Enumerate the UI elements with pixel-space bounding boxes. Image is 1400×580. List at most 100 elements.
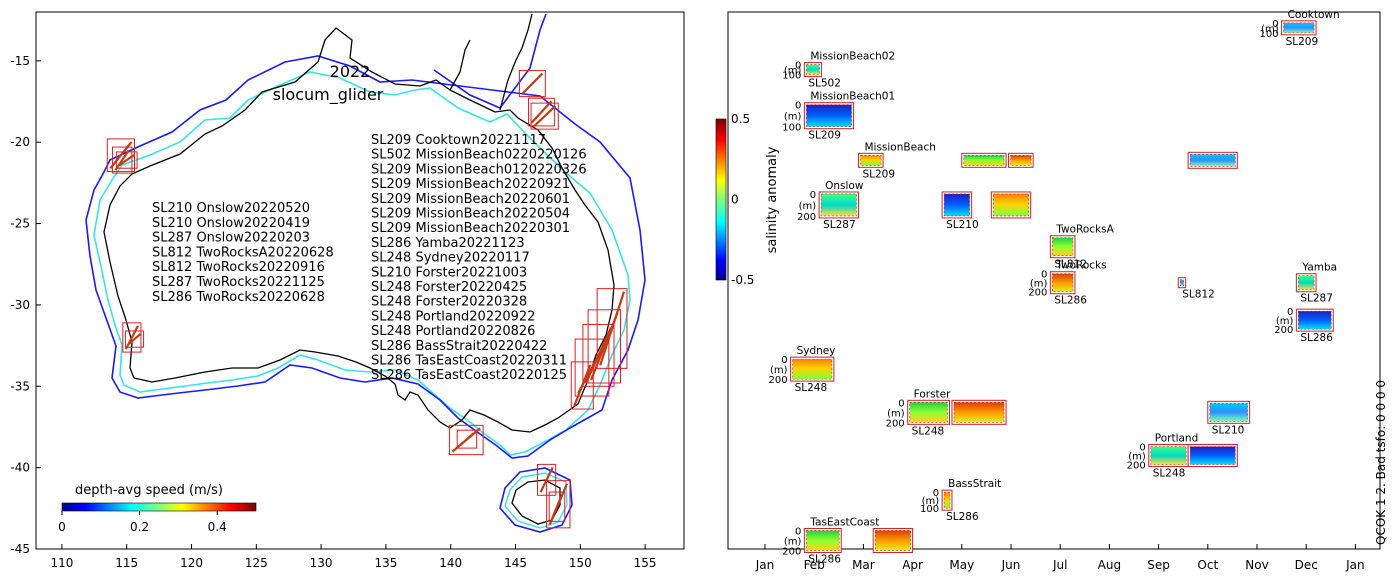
glider-track [459,432,475,446]
map-y-tick-label: -20 [10,135,30,149]
glider-panel: Portland SL248 0(m)200 [1127,433,1199,480]
salinity-colorbar-tick-label: 0.5 [731,112,750,126]
panel-glider-label: SL286 [808,553,841,565]
deployment-box [124,330,145,348]
panel-frame [857,152,884,168]
salinity-section [963,155,1005,166]
east-deployment-entry: SL209 MissionBeach20220504 [371,207,570,222]
panel-site-label: TwoRocksA [1055,224,1114,236]
panel-frame [1049,271,1076,295]
panel-site-label: TwoRocks [1055,260,1106,272]
salinity-section [993,193,1029,216]
west-deployment-entry: SL287 Onslow20220203 [152,231,310,246]
salinity-section [806,530,840,551]
qc-side-note: QCOK 1 2. Bad tsfo: 0 0 0 0 [1374,380,1388,545]
panel-frame [941,191,973,219]
east-deployment-entry: SL209 MissionBeach20220921 [371,177,570,192]
panel-dashed-frame [806,104,852,127]
panel-frame [872,527,914,553]
panel-frame [1049,235,1076,259]
month-tick-label: Jul [1052,558,1067,572]
glider-panel [961,152,1007,168]
glider-panel: SL286 0(m)200 [1274,307,1334,344]
panel-frame [951,399,1007,425]
west-deployment-entry: SL286 TwoRocks20220628 [152,290,325,305]
glider-panel [990,191,1032,219]
map-x-tick-label: 140 [439,556,462,570]
month-tick-label: Oct [1197,558,1218,572]
salinity-section [1180,279,1184,286]
panel-frame [961,152,1007,168]
depth-max-label: 100 [920,504,939,515]
glider-panel: TwoRocks SL286 0(m)200 [1028,260,1106,307]
timeline-panel: Jan Feb Mar Apr May Jun Jul Aug Sep Oct Nov Dec Jan … [715,9,1388,572]
panel-dashed-frame [1189,446,1236,465]
map-y-tick-label: -45 [10,542,30,556]
depth-max-label: 100 [782,123,801,134]
salinity-section [1052,237,1073,256]
panel-frame [1187,444,1238,468]
depth-unit-label: (m) [1261,24,1279,35]
glider-track [539,466,554,493]
map-x-tick-label: 135 [374,556,397,570]
panel-glider-label: SL209 [862,168,895,180]
panel-site-label: TasEastCoast [809,516,879,528]
panel-dashed-frame [1052,273,1074,293]
panel-glider-label: SL209 [1286,36,1319,48]
month-tick-label: Mar [852,558,875,572]
glider-track [124,325,139,350]
deployment-box [106,138,135,172]
isobath-200m-line [93,71,631,456]
panel-frame [1295,308,1334,332]
panel-site-label: MissionBeach02 [810,51,895,63]
salinity-section [1298,275,1315,290]
depth-unit-label: (m) [1030,279,1048,290]
depth-zero-label: 0 [933,488,939,499]
east-deployment-entry: SL502 MissionBeach0220220126 [371,148,587,163]
salinity-colorbar: 0.5 0 -0.5 salinity anomaly [715,112,780,287]
glider-track [530,100,553,124]
glider-panel [1187,151,1238,169]
depth-zero-label: 0 [898,398,904,409]
salinity-section [1209,403,1248,422]
depth-unit-label: (m) [799,201,817,212]
map-x-tick-label: 155 [634,556,657,570]
depth-unit-label: (m) [784,112,802,123]
month-tick-label: Apr [902,558,923,572]
deployment-box [582,323,615,387]
deployment-box [548,491,566,522]
panel-dashed-frame [1298,275,1315,291]
glider-panel: Yamba SL287 [1295,262,1337,305]
glider-panel: MissionBeach SL209 [857,141,936,180]
panel-frame [803,527,842,553]
depth-unit-label: (m) [1128,452,1146,463]
panel-glider-label: SL248 [795,382,828,394]
panel-dashed-frame [1179,279,1184,287]
glider-panel: Cooktown SL209 0(m)100 [1260,9,1340,48]
map-x-tick-label: 120 [180,556,203,570]
speed-colorbar-tick-label: 0 [58,520,66,534]
west-deployment-entry: SL210 Onslow20220419 [152,216,310,231]
glider-panel: Sydney SL248 0(m)200 [768,345,835,394]
map-x-ticks: 110 115 120 125 130 135 140 145 150 155 [50,544,657,570]
west-deployment-entry: SL287 TwoRocks20221125 [152,275,325,290]
depth-unit-label: (m) [887,408,905,419]
panel-frame [1281,20,1317,36]
panel-glider-label: SL248 [912,425,945,437]
panel-site-label: Sydney [797,345,836,357]
glider-panel [1008,152,1034,168]
panel-dashed-frame [820,193,857,217]
east-deployment-entry: SL286 TasEastCoast20220311 [371,354,567,369]
panel-glider-label: SL286 [1300,332,1333,344]
map-x-tick-label: 130 [310,556,333,570]
panel-frame [803,62,823,78]
salinity-section [953,402,1005,423]
depth-zero-label: 0 [1287,307,1293,318]
deployment-box [596,288,628,369]
panel-glider-label: SL812 [1182,289,1215,301]
depth-max-label: 200 [1274,325,1293,336]
panel-site-label: BassStrait [948,478,1001,490]
month-tick-label: Jan [755,558,775,572]
month-tick-label: Jun [1001,558,1021,572]
